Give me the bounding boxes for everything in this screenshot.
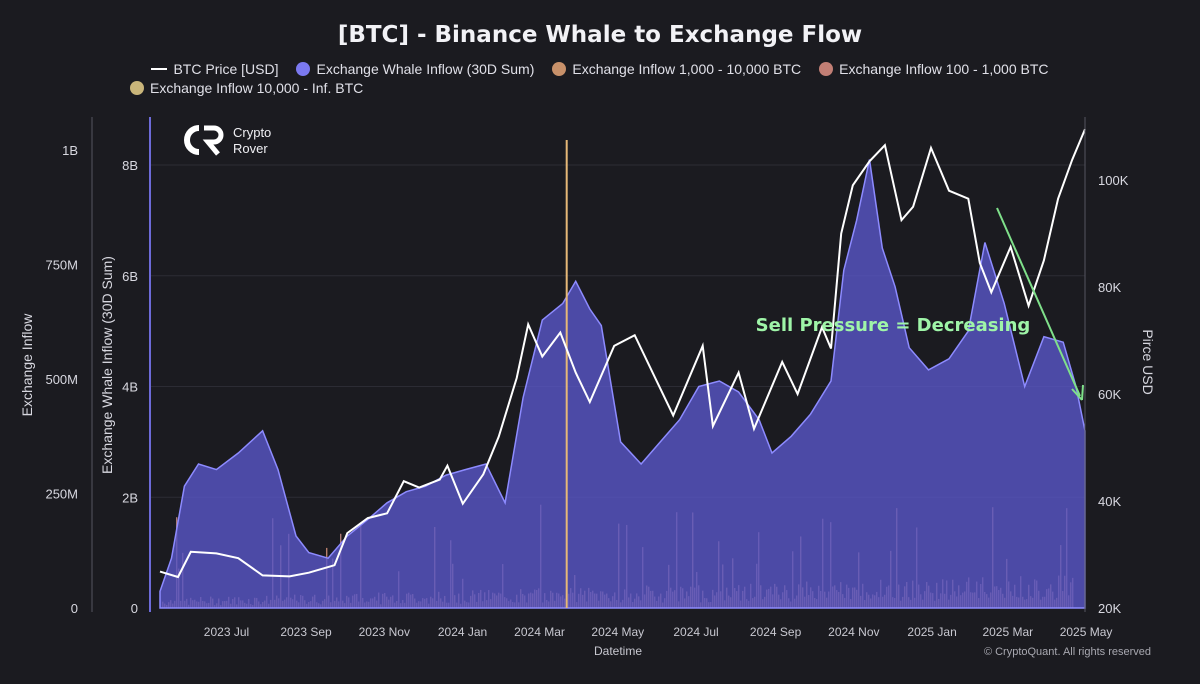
x-tick-label: 2023 Jul [204,625,249,639]
inflow-axis-label: Exchange Inflow [19,313,35,417]
legend-row-2: Exchange Inflow 10,000 - Inf. BTC [130,80,363,96]
logo-mark-r [202,125,224,156]
legend-item-inflow-1000-10000[interactable]: Exchange Inflow 1,000 - 10,000 BTC [552,61,801,77]
inflow-tick-label: 250M [45,487,78,502]
legend-label: BTC Price [USD] [173,61,279,77]
whale-tick-label: 6B [122,269,138,284]
trend-arrow-head [1071,384,1084,401]
x-axis-label: Datetime [594,644,642,658]
legend-label: Exchange Inflow 10,000 - Inf. BTC [150,80,364,96]
legend-swatch-dot [552,62,567,76]
legend-label: Exchange Whale Inflow (30D Sum) [316,61,535,77]
legend-label: Exchange Inflow 1,000 - 10,000 BTC [572,61,802,77]
whale-inflow-area [159,159,1086,609]
legend-item-inflow-100-1000[interactable]: Exchange Inflow 100 - 1,000 BTC [819,61,1049,77]
legend-swatch-dot [130,81,144,95]
x-tick-label: 2024 Sep [750,625,802,639]
legend-label: Exchange Inflow 100 - 1,000 BTC [839,61,1049,77]
legend-item-inflow-10000-inf[interactable]: Exchange Inflow 10,000 - Inf. BTC [130,80,363,96]
legend-swatch-dot [819,62,834,76]
x-tick-label: 2025 May [1060,625,1113,639]
x-tick-label: 2024 Jul [673,625,718,639]
crypto-rover-logo: Crypto Rover [184,125,271,156]
inflow-tick-label: 1B [62,143,78,158]
x-tick-label: 2023 Sep [280,625,332,639]
whale-axis-label: Exchange Whale Inflow (30D Sum) [99,256,115,474]
logo-text-line1: Crypto [233,125,271,140]
price-tick-label: 20K [1098,601,1121,616]
whale-tick-label: 4B [122,380,138,395]
x-tick-label: 2024 Jan [438,625,487,639]
legend-item-whale-inflow[interactable]: Exchange Whale Inflow (30D Sum) [296,61,534,77]
whale-tick-label: 0 [131,601,138,616]
sell-pressure-annotation: Sell Pressure = Decreasing [756,315,1031,336]
price-tick-label: 100K [1098,173,1129,188]
x-tick-label: 2025 Jan [907,625,956,639]
legend: BTC Price [USD] Exchange Whale Inflow (3… [0,61,1200,77]
inflow-tick-label: 0 [71,601,78,616]
trend-arrow [996,207,1084,401]
legend-item-btc-price[interactable]: BTC Price [USD] [151,61,278,77]
x-tick-label: 2023 Nov [359,625,410,639]
price-tick-label: 40K [1098,494,1121,509]
price-tick-label: 60K [1098,387,1121,402]
logo-text-line2: Rover [233,141,268,156]
x-tick-label: 2025 Mar [982,625,1033,639]
x-tick-label: 2024 Nov [828,625,879,639]
whale-tick-label: 2B [122,490,138,505]
inflow-tick-label: 750M [45,258,78,273]
legend-swatch-line [151,68,168,70]
btc-price-line [159,128,1086,579]
inflow-tick-label: 500M [45,372,78,387]
logo-mark-c [184,125,200,155]
price-axis-label: Pirce USD [1140,329,1156,394]
legend-swatch-dot [296,62,311,76]
whale-tick-label: 8B [122,158,138,173]
price-tick-label: 80K [1098,280,1121,295]
x-tick-label: 2024 May [591,625,644,639]
trend-arrow-shaft [996,207,1081,397]
axis-ticks: 0 250M 500M 750M 1B 0 2B 4B 6B 8B 20K 40K 60K 80K 100K… [45,143,1128,639]
copyright-text: © CryptoQuant. All rights reserved [984,646,1151,658]
chart-title: [BTC] - Binance Whale to Exchange Flow [337,22,863,48]
x-tick-label: 2024 Mar [514,625,565,639]
